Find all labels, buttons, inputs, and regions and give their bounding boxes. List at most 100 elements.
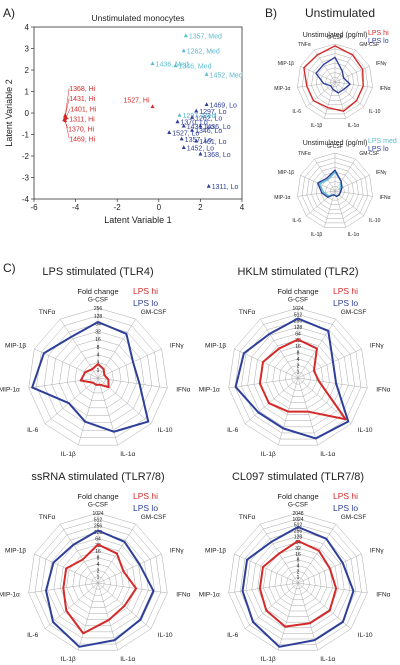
radar-axis-label: GM-CSF <box>141 309 167 316</box>
radar-spoke <box>278 582 299 651</box>
radar-spoke <box>324 81 336 119</box>
y-tick-label: 4 <box>25 23 30 32</box>
x-axis-label: Latent Variable 1 <box>104 215 171 225</box>
radar-tick-label: 16 <box>295 552 301 558</box>
radar-spoke <box>297 582 352 630</box>
radar-tick-label: 1 <box>297 575 300 581</box>
scatter-point <box>204 102 209 106</box>
point-label: 1311, Hi <box>69 116 95 123</box>
panel-label-b: B) <box>265 6 277 20</box>
leader-line <box>64 88 70 116</box>
radar-title: Fold change <box>277 287 318 296</box>
radar-axis-label: IFNα <box>376 387 390 394</box>
radar-axis-label: IFNα <box>380 86 391 92</box>
radar-spoke <box>97 553 162 584</box>
legend-entry-hi: LPS hi <box>133 286 158 296</box>
radar-tick-label: 512 <box>294 312 303 318</box>
x-tick-label: 2 <box>198 203 203 212</box>
legend-entry-lo: LPS lo <box>368 146 389 153</box>
radar-axis-label: IL-6 <box>292 218 301 224</box>
radar-title: Unstimulated (pg/ml) <box>303 32 368 39</box>
radar-grid-ring <box>297 43 373 119</box>
radar-axis-label: IL-10 <box>158 632 173 639</box>
x-tick-label: 4 <box>240 203 245 212</box>
point-label: 1527, Hi <box>123 98 150 105</box>
radar-grid-ring <box>66 346 130 409</box>
radar-grid-ring <box>228 307 368 446</box>
radar-spoke <box>244 377 299 425</box>
radar-tick-label: 1 <box>97 575 100 581</box>
y-tick-label: 3 <box>25 45 30 54</box>
radar-grid-ring <box>234 314 362 440</box>
radar-tick-label: 64 <box>295 540 301 546</box>
radar-series-lo <box>234 317 350 440</box>
scatter-point <box>177 112 182 117</box>
radar-tick-label: 128 <box>294 534 303 540</box>
radar-tick-label: 256 <box>294 319 303 325</box>
radar-grid-ring <box>297 152 373 228</box>
radar-grid-ring <box>240 524 356 640</box>
radar-unstimulated-med-lo: Unstimulated (pg/ml)G-CSF GM-CSF IFNγ IFNα I… <box>274 138 397 238</box>
radar-tick-label: 512 <box>94 517 103 523</box>
radar-title: Fold change <box>77 287 118 296</box>
radar-grid-ring <box>245 530 351 634</box>
radar-series-lo <box>317 169 343 198</box>
scatter-point <box>181 145 186 149</box>
scatter-point <box>198 151 203 156</box>
radar-axis-label: TNFα <box>298 151 311 157</box>
radar-spoke <box>44 377 99 425</box>
radar-grid-ring <box>301 157 369 224</box>
radar-grid-ring <box>36 315 160 438</box>
point-label: 1368, Lo <box>203 152 230 159</box>
radar-grid-ring <box>280 565 316 601</box>
radar-spoke <box>97 318 137 379</box>
scatter-point <box>194 138 199 143</box>
point-label: 1370, Hi <box>68 126 95 133</box>
radar-axis-label: MIP-1α <box>0 592 20 599</box>
radar-axis-label: IL-1α <box>348 123 360 129</box>
legend-entry-lo: LPS lo <box>133 503 158 513</box>
y-tick-label: -2 <box>22 152 30 161</box>
radar-spoke <box>97 582 118 651</box>
radar-axis-label: MIP-1β <box>205 547 226 554</box>
scatter-point <box>150 104 155 109</box>
radar-axis-label: MIP-1α <box>0 387 20 394</box>
leader-line <box>64 98 70 117</box>
radar-grid-ring <box>85 570 111 596</box>
radar-grid-ring <box>251 536 345 629</box>
radar-axis-label: IFNγ <box>376 61 387 67</box>
radar-tick-label: 512 <box>294 523 303 529</box>
point-label: 1297, Lo <box>199 109 226 116</box>
radar-tick-label: 2 <box>97 568 100 574</box>
legend-entry-hi: LPS hi <box>133 491 158 501</box>
radar-axis-label: IFNγ <box>170 547 184 554</box>
radar-axis-label: IL-1β <box>311 123 323 129</box>
radar-series-lo <box>241 526 355 648</box>
scatter-point <box>190 128 195 132</box>
radar-tick-label: 8 <box>97 345 100 351</box>
radar-tick-label: 1024 <box>292 306 303 312</box>
leader-line <box>66 108 71 118</box>
radar-grid-ring <box>320 176 350 205</box>
scatter-point <box>179 136 184 141</box>
radar-axis-label: MIP-1α <box>274 86 290 92</box>
radar-axis-label: GM-CSF <box>359 151 379 157</box>
point-label: 1370, Lo <box>181 120 208 127</box>
radar-grid-ring <box>47 531 149 633</box>
point-label: 1401, Hi <box>70 106 97 113</box>
point-label: 1401, Lo <box>199 139 226 146</box>
radar-tick-label: 16 <box>295 344 301 350</box>
point-label: 1346, Med <box>178 64 211 71</box>
radar-axis-label: MIP-1β <box>205 342 226 349</box>
radar-grid-ring <box>91 576 105 590</box>
radar-grid-ring <box>272 352 324 403</box>
radar-axis-label: IL-6 <box>227 427 239 434</box>
legend-entry-lo: LPS lo <box>368 38 389 45</box>
radar-grid-ring <box>311 57 359 106</box>
radar-tick-label: 32 <box>95 329 101 335</box>
radar-axis-label: MIP-1β <box>5 342 26 349</box>
radar-axis-label: GM-CSF <box>359 42 379 48</box>
panel-label-c: C) <box>3 261 16 275</box>
radar-axis-label: IL-1α <box>348 232 360 238</box>
legend-entry-lo: LPS lo <box>333 298 358 308</box>
